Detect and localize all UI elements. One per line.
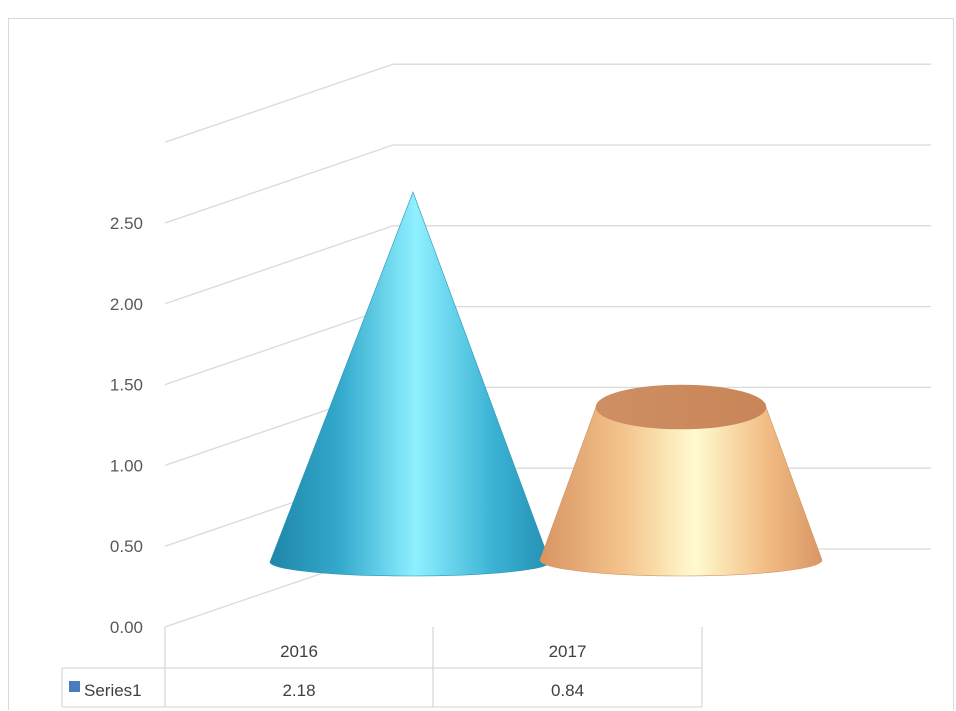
plot-area <box>269 191 823 577</box>
legend-series-label: Series1 <box>84 681 142 700</box>
y-tick-label: 0.50 <box>110 537 143 556</box>
bar-2017 <box>539 384 823 577</box>
y-tick-label: 2.50 <box>110 214 143 233</box>
x-category-label: 2016 <box>280 642 318 661</box>
data-table: 2016 2017 2.18 0.84 Series1 <box>61 627 703 708</box>
y-axis: 0.00 0.50 1.00 1.50 2.00 2.50 <box>110 214 143 637</box>
chart-frame <box>8 18 954 710</box>
legend-swatch <box>69 681 80 692</box>
y-tick-label: 1.50 <box>110 376 143 395</box>
gridline-side <box>164 63 394 143</box>
y-tick-label: 0.00 <box>110 618 143 637</box>
gridline-side <box>164 305 394 386</box>
gridline-side <box>164 144 394 224</box>
y-tick-label: 2.00 <box>110 295 143 314</box>
y-tick-label: 1.00 <box>110 456 143 475</box>
data-table-value: 0.84 <box>551 681 584 700</box>
bar-2016 <box>269 191 551 577</box>
x-category-label: 2017 <box>549 642 587 661</box>
gridline-side <box>164 225 394 305</box>
data-table-value: 2.18 <box>282 681 315 700</box>
